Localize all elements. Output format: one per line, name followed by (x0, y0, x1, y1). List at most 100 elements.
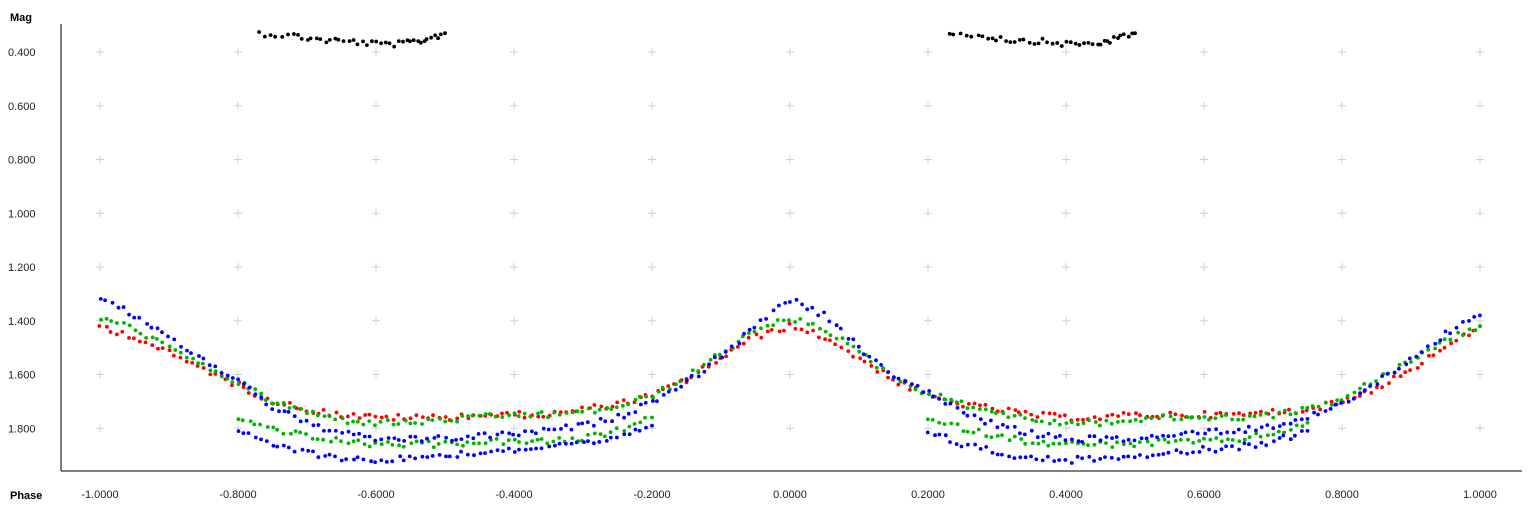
data-point (1270, 407, 1275, 412)
data-point (1150, 443, 1154, 448)
data-point (777, 329, 782, 334)
data-point (156, 346, 160, 351)
grid-plus (234, 155, 242, 164)
data-point (1144, 436, 1149, 441)
data-point (752, 329, 757, 334)
grid-plus (1200, 424, 1208, 433)
data-point (1047, 421, 1052, 426)
data-point (1277, 436, 1282, 440)
data-point (1271, 432, 1276, 437)
data-point (650, 415, 654, 420)
data-point (1057, 458, 1061, 462)
data-point (1075, 417, 1080, 422)
grid-plus (1200, 101, 1208, 110)
data-point (523, 429, 527, 434)
data-point (391, 422, 396, 427)
data-point (576, 422, 581, 426)
grid-plus (1476, 424, 1484, 433)
data-point (775, 318, 780, 322)
data-point (1272, 439, 1276, 444)
data-point (1103, 455, 1107, 459)
data-point (1380, 385, 1384, 390)
data-point (346, 414, 350, 419)
data-point (1052, 411, 1057, 416)
data-point (1185, 415, 1190, 419)
data-point (450, 438, 454, 443)
data-point (298, 430, 302, 435)
data-point (1362, 382, 1367, 386)
grid-plus (648, 316, 656, 325)
data-point (994, 38, 998, 43)
grid-plus (786, 370, 794, 379)
grid-plus (1476, 209, 1484, 218)
data-point (720, 355, 724, 360)
data-point (167, 344, 172, 349)
data-point (942, 422, 947, 426)
data-point (1029, 412, 1034, 417)
data-point (264, 439, 269, 443)
data-point (273, 34, 277, 39)
x-tick-label: -0.6000 (357, 489, 394, 501)
data-point (1224, 444, 1228, 449)
data-point (765, 329, 770, 334)
data-point (1237, 411, 1241, 416)
data-point (1035, 435, 1040, 440)
data-point (201, 366, 206, 370)
data-point (723, 350, 728, 354)
data-point (1243, 430, 1248, 435)
data-point (1305, 429, 1310, 433)
data-point (1197, 439, 1202, 443)
data-point (1001, 422, 1005, 427)
data-point (341, 39, 346, 43)
grid-plus (510, 424, 518, 433)
grid-plus (1338, 101, 1346, 110)
data-point (195, 364, 200, 368)
data-point (1397, 366, 1401, 371)
data-point (116, 305, 121, 310)
data-point (1189, 415, 1194, 420)
data-point (541, 414, 546, 419)
data-point (965, 413, 970, 418)
data-point (1023, 455, 1028, 460)
data-point (483, 451, 487, 455)
data-point (650, 423, 654, 428)
data-point (1183, 430, 1188, 435)
y-tick-label: 1.800 (8, 423, 36, 435)
data-point (501, 449, 505, 453)
data-point (522, 415, 527, 420)
data-point (357, 431, 361, 436)
data-point (351, 439, 356, 444)
data-point (443, 31, 447, 36)
data-point (735, 345, 740, 349)
data-point (311, 449, 315, 454)
grid-plus (1200, 209, 1208, 218)
data-point (827, 319, 832, 324)
data-point (219, 374, 224, 379)
data-point (308, 36, 313, 41)
data-point (557, 436, 562, 440)
data-point (179, 344, 183, 349)
data-point (384, 414, 389, 419)
data-point (858, 356, 863, 361)
data-point (495, 432, 500, 437)
data-point (1277, 410, 1282, 415)
data-point (408, 421, 413, 426)
data-point (1237, 439, 1242, 444)
data-point (949, 421, 954, 426)
data-point (398, 454, 403, 459)
data-point (553, 443, 557, 448)
data-point (501, 442, 506, 447)
data-point (323, 454, 328, 458)
data-point (476, 432, 481, 436)
data-point (626, 402, 631, 407)
grid-plus (924, 48, 932, 56)
data-point (333, 417, 338, 422)
x-tick-label: -0.2000 (633, 489, 670, 501)
data-point (586, 432, 590, 437)
data-point (1076, 439, 1081, 444)
data-point (811, 328, 815, 333)
x-tick-label: 0.0000 (773, 489, 807, 501)
data-point (592, 431, 597, 436)
data-point (396, 39, 401, 43)
data-point (1433, 346, 1437, 351)
